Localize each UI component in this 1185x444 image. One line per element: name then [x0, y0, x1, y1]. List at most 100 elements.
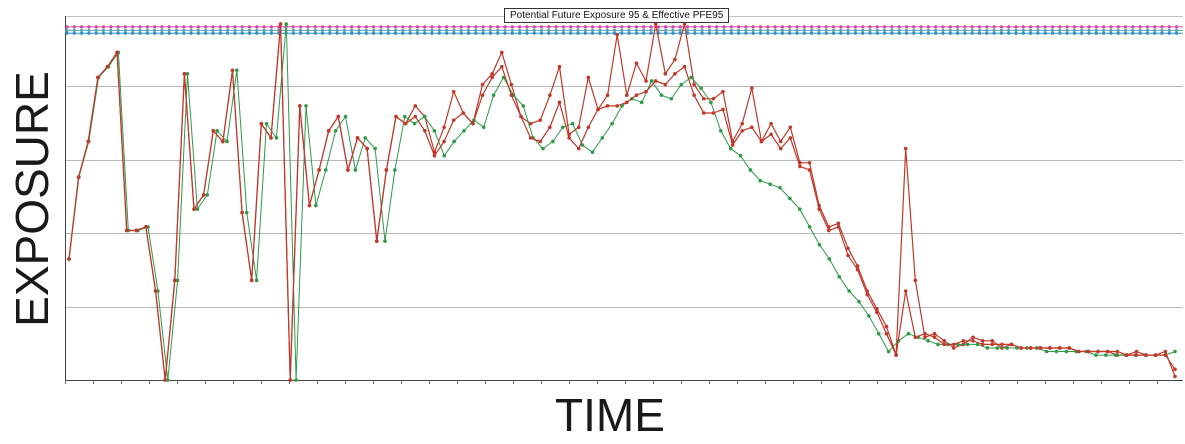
- series-point-3: [240, 210, 244, 215]
- limit-line-marker: [182, 25, 186, 29]
- limit-line-marker: [671, 28, 675, 33]
- series-point-3: [336, 114, 341, 119]
- limit-line-marker: [269, 28, 273, 33]
- series-point-2: [679, 82, 684, 87]
- limit-line-marker: [539, 25, 544, 29]
- limit-line-marker: [737, 28, 741, 33]
- series-point-3: [1115, 349, 1120, 354]
- series-point-2: [1044, 349, 1049, 354]
- limit-line-marker: [299, 28, 303, 33]
- series-point-2: [748, 168, 753, 172]
- limit-line-marker: [123, 28, 127, 33]
- limit-line-marker: [722, 31, 726, 35]
- limit-line-marker: [80, 28, 84, 33]
- series-point-2: [412, 121, 417, 126]
- series-point-2: [462, 129, 466, 133]
- series-point-2: [788, 196, 792, 201]
- limit-line-marker: [1014, 25, 1018, 29]
- limit-line-marker: [1175, 25, 1179, 29]
- limit-line-marker: [167, 31, 171, 35]
- limit-line-marker: [1050, 28, 1055, 33]
- limit-line-marker: [1072, 25, 1076, 29]
- limit-line-marker: [496, 25, 500, 29]
- limit-line-marker: [883, 31, 887, 35]
- series-point-2: [333, 129, 338, 133]
- series-point-3: [971, 339, 975, 343]
- limit-line-marker: [437, 25, 441, 29]
- limit-line-marker: [758, 25, 763, 29]
- limit-line-marker: [1072, 28, 1076, 33]
- limit-line-marker: [233, 25, 237, 29]
- limit-line-marker: [561, 31, 566, 35]
- series-point-3: [711, 111, 716, 115]
- series-point-2: [353, 168, 358, 172]
- limit-line-marker: [1131, 31, 1135, 35]
- series-point-2: [244, 210, 249, 215]
- limit-line-marker: [401, 31, 405, 35]
- limit-line-marker: [109, 28, 113, 33]
- limit-line-marker: [1145, 31, 1149, 35]
- series-point-3: [221, 139, 225, 144]
- series-point-1: [701, 96, 706, 101]
- limit-line-marker: [94, 25, 98, 29]
- limit-line-marker: [678, 28, 682, 33]
- series-point-2: [323, 168, 328, 172]
- limit-line-marker: [72, 31, 76, 35]
- limit-line-marker: [488, 25, 492, 29]
- series-point-2: [807, 225, 812, 229]
- limit-line-marker: [364, 28, 368, 33]
- limit-line-marker: [452, 25, 456, 29]
- limit-line-marker: [342, 31, 346, 35]
- limit-line-marker: [1014, 28, 1018, 33]
- series-point-2: [768, 182, 772, 186]
- series-point-3: [480, 93, 485, 97]
- limit-line-marker: [824, 25, 828, 29]
- limit-line-marker: [1007, 25, 1011, 29]
- series-point-3: [894, 353, 898, 357]
- limit-line-marker: [1050, 25, 1055, 29]
- series-point-3: [326, 129, 331, 133]
- limit-line-marker: [700, 25, 704, 29]
- limit-line-marker: [627, 31, 631, 35]
- series-point-2: [590, 150, 595, 154]
- limit-line-marker: [445, 28, 449, 33]
- limit-line-marker: [642, 28, 646, 33]
- limit-line-marker: [700, 28, 704, 33]
- series-point-3: [932, 335, 937, 340]
- limit-line-marker: [116, 25, 120, 29]
- series-line-2: [68, 23, 1176, 381]
- limit-line-marker: [904, 31, 909, 35]
- series-point-2: [797, 207, 802, 211]
- limit-line-marker: [634, 28, 639, 33]
- series-point-1: [548, 93, 552, 97]
- limit-line-marker: [831, 25, 836, 29]
- series-point-2: [699, 86, 703, 90]
- limit-line-marker: [372, 28, 376, 33]
- series-point-3: [413, 114, 418, 119]
- limit-line-marker: [182, 28, 186, 33]
- series-point-1: [884, 324, 889, 329]
- series-point-2: [314, 203, 318, 208]
- limit-line-marker: [101, 28, 106, 33]
- limit-line-marker: [87, 25, 91, 29]
- limit-line-marker: [693, 31, 697, 35]
- limit-line-marker: [1167, 28, 1171, 33]
- series-point-3: [586, 125, 591, 130]
- limit-line-marker: [262, 31, 266, 35]
- limit-line-marker: [956, 28, 960, 33]
- series-point-2: [1104, 353, 1108, 357]
- limit-line-marker: [218, 25, 222, 29]
- limit-line-marker: [1036, 31, 1040, 35]
- series-point-2: [225, 139, 229, 144]
- series-point-2: [847, 289, 851, 293]
- limit-line-marker: [664, 25, 668, 29]
- series-point-3: [134, 228, 139, 233]
- limit-line-marker: [1109, 25, 1113, 29]
- series-point-3: [692, 93, 696, 97]
- limit-line-marker: [160, 28, 164, 33]
- series-point-1: [952, 346, 956, 350]
- limit-line-marker: [817, 31, 821, 35]
- limit-line-marker: [160, 31, 164, 35]
- limit-line-marker: [1138, 25, 1142, 29]
- series-point-2: [1173, 349, 1177, 354]
